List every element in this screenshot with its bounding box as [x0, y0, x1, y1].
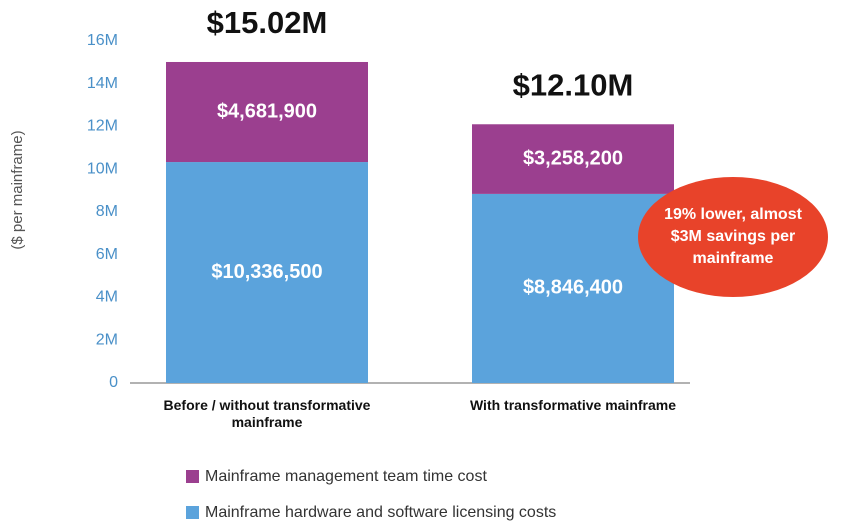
bar-segment [166, 162, 368, 383]
value-label: $4,681,900 [217, 100, 317, 122]
y-tick-label: 12M [87, 118, 118, 135]
x-tick-label: With transformative mainframe [469, 397, 677, 413]
y-tick-label: 6M [96, 246, 118, 263]
y-axis-label: ($ per mainframe) [9, 130, 26, 249]
y-tick-label: 4M [96, 289, 118, 306]
total-label: $12.10M [513, 67, 634, 102]
total-label: $15.02M [207, 5, 328, 40]
x-tick-label: Before / without transformative mainfram… [163, 397, 371, 430]
y-tick-label: 16M [87, 32, 118, 49]
bar-segment [472, 124, 674, 194]
legend-label: Mainframe hardware and software licensin… [205, 504, 556, 521]
legend-swatch [186, 506, 199, 519]
value-label: $8,846,400 [523, 277, 623, 299]
value-label: $3,258,200 [523, 147, 623, 169]
y-tick-label: 0 [109, 374, 118, 391]
y-tick-label: 14M [87, 75, 118, 92]
y-tick-label: 8M [96, 203, 118, 220]
value-label: $10,336,500 [211, 261, 322, 283]
bar-segment [166, 61, 368, 163]
legend-label: Mainframe management team time cost [205, 468, 487, 485]
annotation: 19% lower, almost $3M savings per mainfr… [664, 206, 802, 267]
legend-swatch [186, 470, 199, 483]
y-tick-label: 2M [96, 331, 118, 348]
annotation-bubble [638, 177, 828, 297]
y-tick-label: 10M [87, 160, 118, 177]
